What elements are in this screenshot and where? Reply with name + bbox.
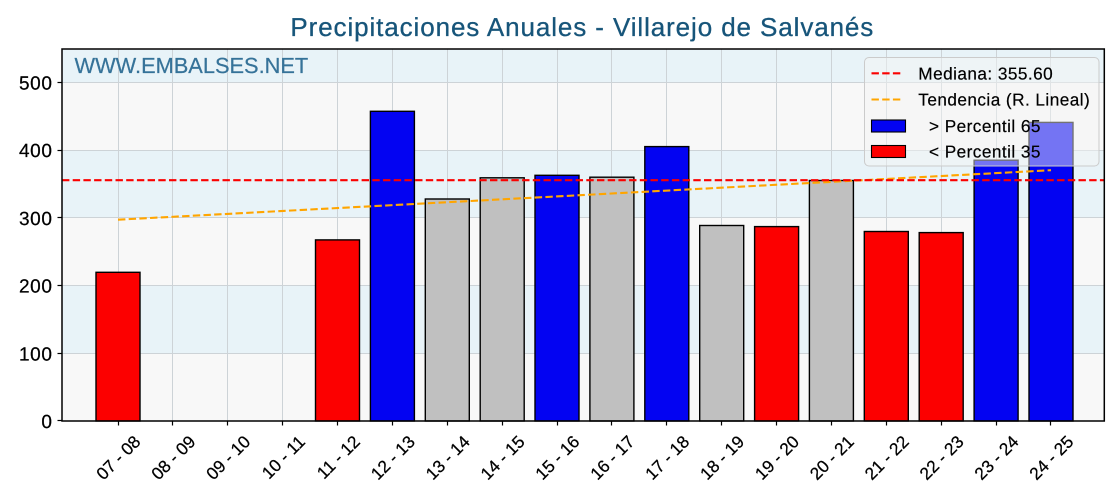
svg-text:300: 300 (19, 209, 53, 230)
svg-text:0: 0 (41, 412, 52, 433)
svg-text:200: 200 (19, 277, 53, 298)
svg-text:WWW.EMBALSES.NET: WWW.EMBALSES.NET (75, 53, 309, 78)
svg-text:< Percentil 35: < Percentil 35 (929, 142, 1041, 162)
svg-text:Mediana: 355.60: Mediana: 355.60 (918, 64, 1053, 84)
svg-text:> Percentil 65: > Percentil 65 (929, 116, 1041, 136)
svg-text:Tendencia (R. Lineal): Tendencia (R. Lineal) (918, 90, 1090, 110)
svg-text:Precipitaciones Anuales - Vill: Precipitaciones Anuales - Villarejo de S… (290, 12, 874, 42)
svg-text:500: 500 (19, 73, 53, 94)
svg-text:400: 400 (19, 141, 53, 162)
svg-text:100: 100 (19, 344, 53, 365)
